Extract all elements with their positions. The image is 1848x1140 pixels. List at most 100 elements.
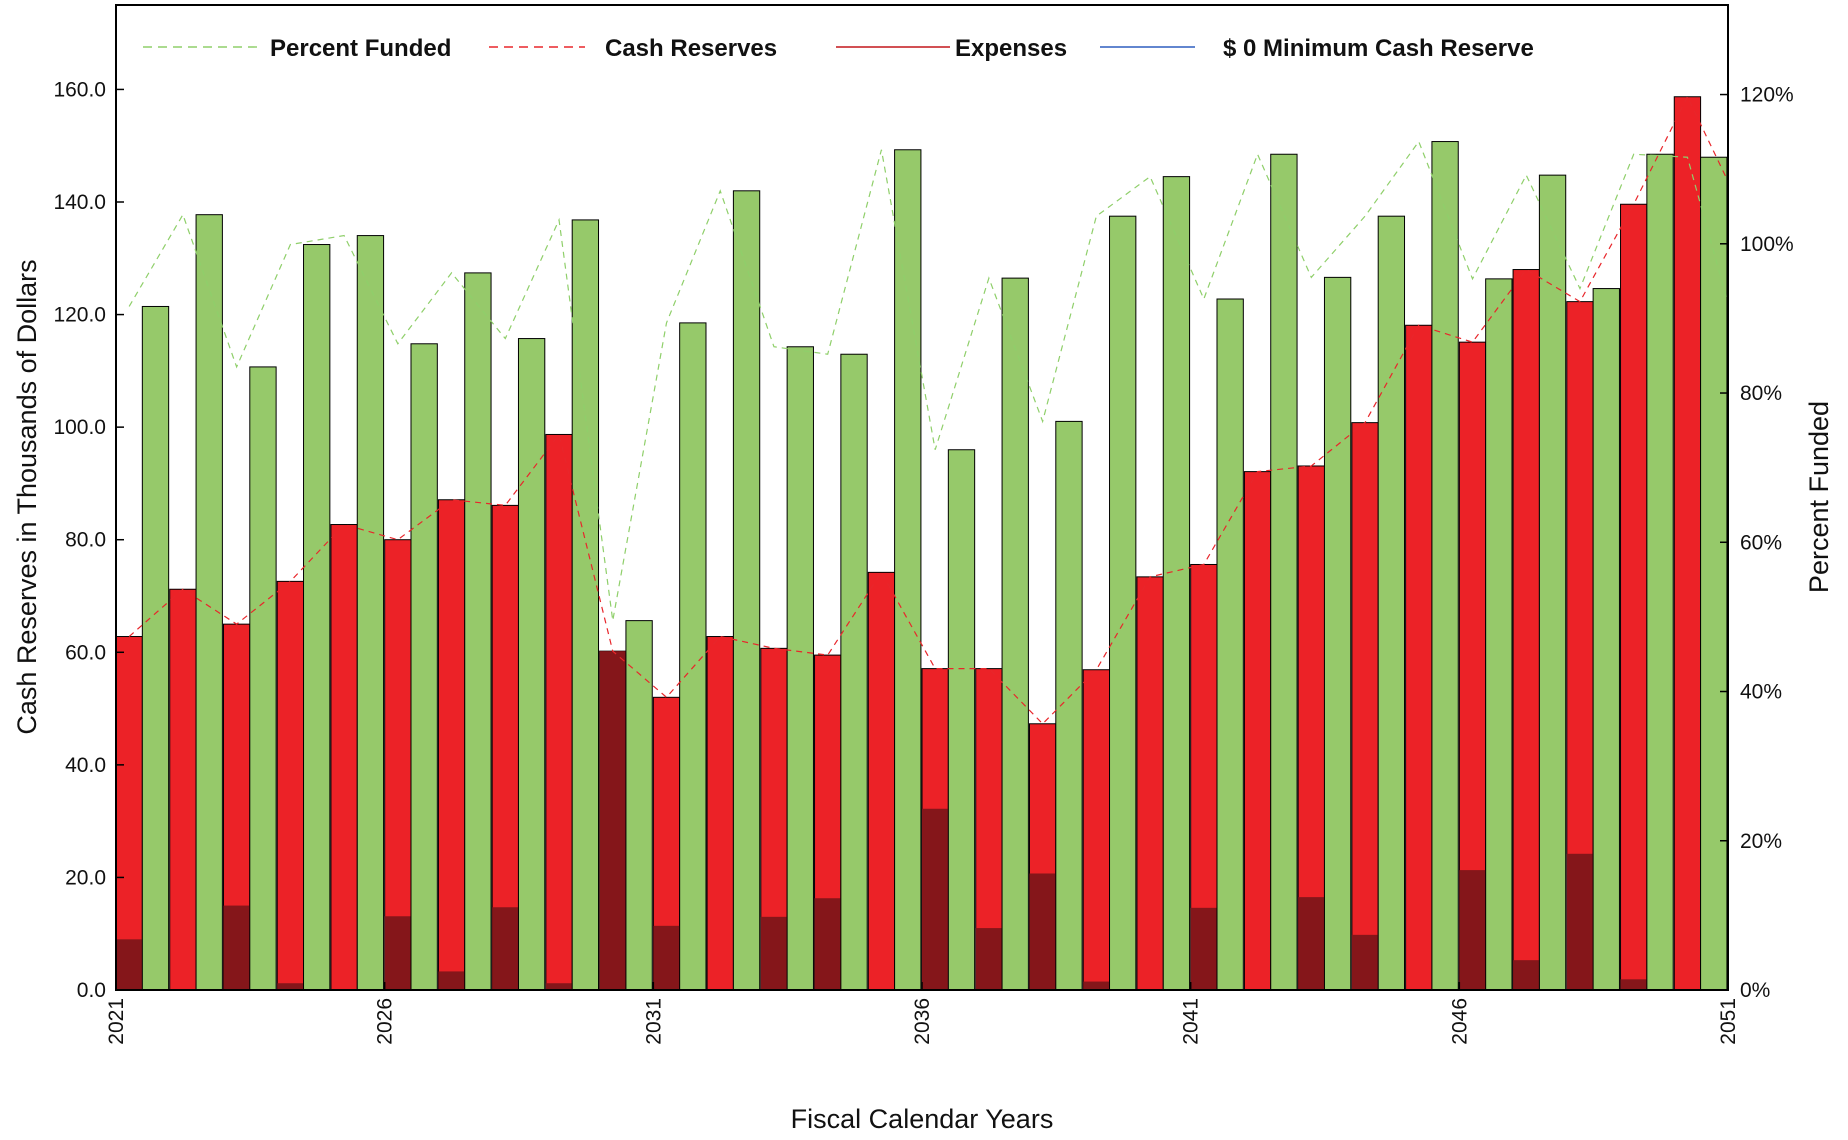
expenses-bar [438,971,465,990]
expenses-bar [922,808,949,990]
percent-funded-bar [1001,277,1029,990]
x-axis-title: Fiscal Calendar Years [791,1104,1054,1134]
percent-funded-bar [517,338,546,990]
expenses-bar [384,916,411,990]
percent-funded-bar [464,272,492,990]
percent-funded-bar [894,149,922,990]
bars-layer [116,96,1780,990]
percent-funded-bar [356,235,385,990]
cash-reserves-bar [384,539,412,990]
cash-reserves-bar [706,636,734,990]
percent-funded-bar [679,322,707,990]
y-axis: 0.0 20.0 40.0 60.0 80.0 100.0 120.0 140.0 160.0 [53,78,124,1002]
percent-funded-bar [732,190,761,990]
percent-funded-bar [141,305,170,990]
expenses-bar [1351,934,1379,990]
expenses-bar [223,905,250,990]
x-tick-label: 2026 [374,998,397,1045]
y2-tick-label: 120% [1740,84,1794,107]
percent-funded-bar [1216,298,1244,990]
expenses-bar [116,939,143,990]
y-tick-label: 20.0 [65,866,106,889]
percent-funded-bar [1538,174,1567,990]
y-tick-label: 0.0 [77,979,106,1002]
percent-funded-bar [303,244,331,990]
legend: Percent Funded Cash Reserves Expenses $ 0 M… [143,35,1534,62]
cash-reserves-bar [1673,96,1702,990]
y2-tick-label: 0% [1740,979,1770,1002]
cash-reserves-bar [867,571,896,990]
cash-reserves-bar [116,636,143,990]
x-tick-label: 2021 [105,998,128,1045]
expenses-bar [1459,870,1486,990]
percent-funded-bar [1109,215,1137,990]
y-tick-label: 140.0 [53,191,106,214]
expenses-bar [1566,853,1594,990]
percent-funded-line [128,140,1728,621]
expenses-bar [814,898,841,990]
percent-funded-bar [1270,153,1298,990]
cash-reserves-bar [1620,203,1648,990]
x-tick-label: 2036 [911,998,934,1045]
percent-funded-bar [1377,215,1406,990]
percent-funded-bar [1485,278,1513,990]
cash-reserves-bar [1727,208,1728,990]
cash-reserves-bar [1512,269,1540,990]
cash-reserves-bar [1405,324,1433,990]
cash-reserves-bar [545,433,573,990]
x-tick-label: 2031 [642,998,665,1045]
expenses-bar [1728,770,1754,990]
expenses-bar [1029,873,1056,990]
expenses-bar [492,907,519,990]
legend-label: Expenses [955,35,1067,62]
y-tick-label: 100.0 [53,416,106,439]
percent-funded-bar [1646,153,1674,990]
cash-reserves-bar [1136,576,1164,990]
percent-funded-bar [1055,420,1083,990]
percent-funded-bar [1754,350,1780,990]
x-axis: 2021 2026 2031 2036 2041 2046 2051 [105,982,1740,1045]
y-tick-label: 60.0 [65,641,106,664]
cash-reserves-bar [1243,471,1272,990]
y-tick-label: 120.0 [53,304,106,327]
y2-axis-title: Percent Funded [1804,401,1834,593]
expenses-bar [653,925,680,990]
legend-label: $ 0 Minimum Cash Reserve [1223,35,1534,62]
percent-funded-bar [1323,276,1352,990]
expenses-bar [975,928,1003,990]
y-tick-label: 160.0 [53,78,106,101]
y2-tick-label: 60% [1740,531,1782,554]
x-tick-label: 2051 [1717,998,1740,1045]
y2-tick-label: 80% [1740,382,1782,405]
x-tick-label: 2041 [1180,998,1203,1045]
legend-label: Percent Funded [270,35,451,62]
percent-funded-bar [947,449,976,990]
expenses-bar [1620,979,1647,990]
percent-funded-bar [410,343,438,990]
y2-axis: 0% 20% 40% 60% 80% 100% 120% [1720,84,1794,1002]
expenses-bar [1190,907,1217,990]
cash-reserves-bar [1351,422,1379,990]
expenses-bar [545,983,573,990]
expenses-bar [1083,981,1110,990]
legend-label: Cash Reserves [605,35,777,62]
cash-reserves-bar [330,524,358,990]
y-axis-title: Cash Reserves in Thousands of Dollars [12,259,42,734]
percent-funded-bar [249,366,277,990]
percent-funded-bar [1592,288,1620,990]
y2-tick-label: 20% [1740,830,1782,853]
percent-funded-bar [1700,156,1728,990]
expenses-bar [1513,960,1540,990]
cash-reserves-bar [437,499,466,990]
cash-reserves-bar [276,580,305,990]
y-tick-label: 40.0 [65,754,106,777]
percent-funded-bar [1162,176,1191,990]
percent-funded-bar [786,346,814,990]
y-tick-label: 80.0 [65,529,106,552]
percent-funded-bar [625,620,653,990]
cash-reserves-bar [1082,669,1111,990]
percent-funded-bar [195,214,223,990]
y2-tick-label: 100% [1740,233,1794,256]
